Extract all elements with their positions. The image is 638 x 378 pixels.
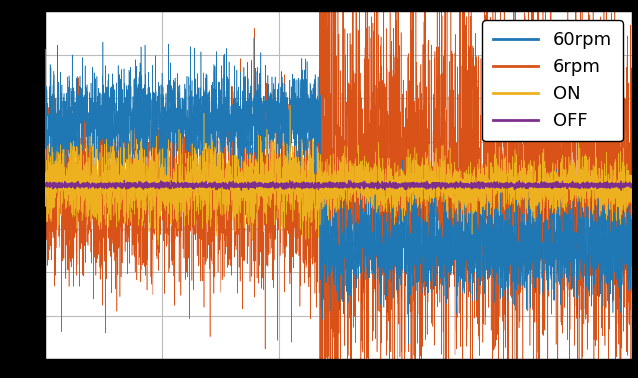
- OFF: [237, 188, 245, 192]
- 6rpm: [147, 171, 155, 175]
- 60rpm: [628, 290, 635, 294]
- ON: [628, 192, 635, 197]
- 6rpm: [393, 0, 401, 4]
- Line: OFF: OFF: [45, 180, 632, 190]
- OFF: [147, 181, 155, 185]
- 60rpm: [41, 105, 48, 110]
- 6rpm: [265, 222, 273, 226]
- 60rpm: [147, 137, 155, 141]
- OFF: [423, 183, 431, 187]
- 6rpm: [479, 340, 487, 345]
- ON: [286, 103, 294, 107]
- ON: [423, 156, 431, 161]
- Line: 60rpm: 60rpm: [45, 38, 632, 344]
- ON: [393, 202, 401, 206]
- Legend: 60rpm, 6rpm, ON, OFF: 60rpm, 6rpm, ON, OFF: [482, 20, 623, 141]
- 60rpm: [250, 36, 258, 40]
- OFF: [41, 181, 48, 186]
- ON: [524, 192, 531, 197]
- 60rpm: [479, 274, 487, 279]
- 60rpm: [524, 273, 531, 277]
- OFF: [345, 178, 352, 183]
- 60rpm: [423, 227, 431, 231]
- OFF: [479, 184, 487, 189]
- ON: [265, 204, 273, 208]
- 60rpm: [265, 152, 273, 156]
- OFF: [524, 182, 531, 187]
- 6rpm: [41, 236, 48, 240]
- 60rpm: [393, 229, 401, 233]
- Line: ON: ON: [45, 105, 632, 245]
- OFF: [393, 186, 401, 191]
- ON: [147, 166, 155, 170]
- ON: [154, 243, 162, 248]
- 6rpm: [423, 84, 431, 89]
- 6rpm: [524, 218, 531, 223]
- 60rpm: [404, 341, 412, 346]
- OFF: [265, 182, 273, 186]
- ON: [479, 166, 487, 170]
- ON: [41, 200, 48, 204]
- Line: 6rpm: 6rpm: [45, 0, 632, 378]
- OFF: [628, 185, 635, 190]
- 6rpm: [628, 177, 635, 181]
